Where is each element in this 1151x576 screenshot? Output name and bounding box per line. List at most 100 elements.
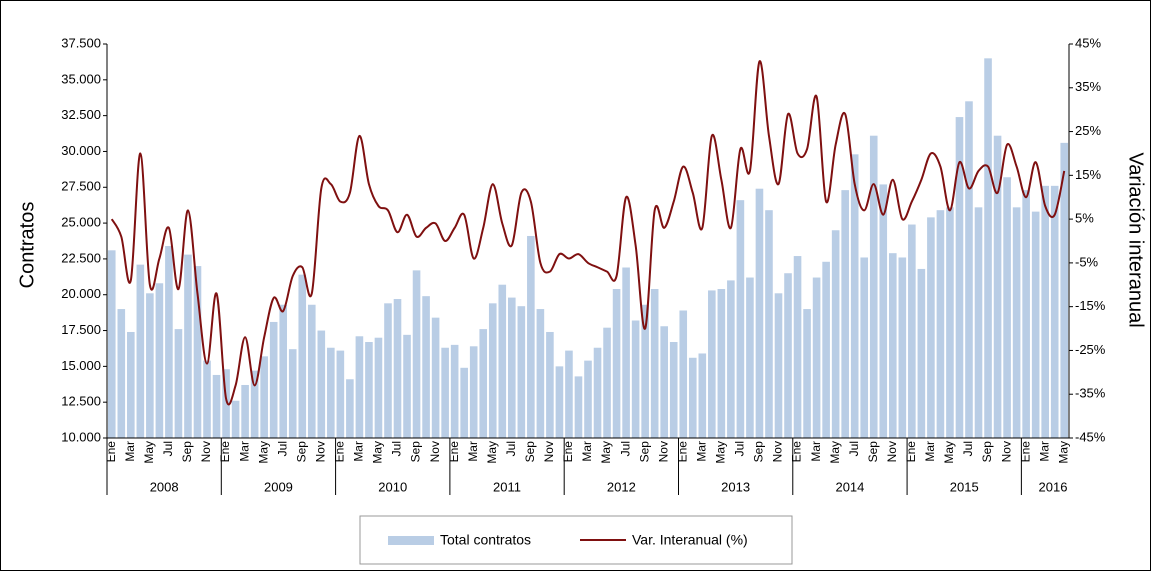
bar	[822, 261, 830, 438]
x-tick-label: Mar	[694, 441, 708, 462]
bar	[736, 200, 745, 438]
y2-tick-label: -5%	[1075, 254, 1099, 269]
x-tick-label: Mar	[352, 441, 366, 462]
x-tick-label: Nov	[428, 441, 442, 462]
x-tick-label: Nov	[771, 441, 785, 462]
y-tick-label: 35.000	[61, 71, 101, 86]
bar	[260, 356, 268, 438]
line	[110, 60, 1066, 406]
bar	[1012, 207, 1021, 438]
x-tick-label: May	[942, 441, 956, 464]
bar	[974, 207, 983, 438]
bar	[869, 135, 878, 438]
bar	[498, 284, 507, 438]
bar	[755, 188, 764, 438]
bar	[441, 347, 449, 438]
x-tick-label: Nov	[999, 441, 1013, 462]
bar	[584, 360, 592, 438]
y2-tick-label: 45%	[1075, 35, 1101, 50]
y2-tick-label: 5%	[1075, 211, 1094, 226]
x-tick-label: May	[142, 441, 156, 464]
x-tick-label: Mar	[580, 441, 594, 462]
legend-label: Total contratos	[440, 532, 531, 548]
bar	[403, 334, 411, 438]
bar	[117, 309, 126, 438]
bar	[965, 101, 973, 439]
bar	[269, 321, 278, 438]
y-tick-label: 37.500	[61, 35, 101, 50]
bar	[136, 264, 145, 438]
x-tick-label: May	[714, 441, 728, 464]
x-group-label: 2014	[835, 479, 864, 494]
bar	[641, 304, 649, 438]
bar	[527, 235, 535, 438]
bar	[917, 268, 926, 438]
x-tick-label: Mar	[237, 441, 251, 462]
bar	[327, 347, 335, 438]
y-tick-label: 10.000	[61, 429, 101, 444]
bar	[727, 280, 735, 438]
bar	[317, 330, 326, 438]
bar	[831, 230, 840, 438]
x-tick-label: Ene	[333, 441, 347, 463]
bar	[650, 288, 659, 438]
x-tick-label: Ene	[675, 441, 689, 463]
bar	[365, 342, 373, 438]
x-group-label: 2008	[150, 479, 179, 494]
bar	[908, 224, 916, 438]
x-tick-label: Jul	[275, 441, 289, 456]
x-tick-label: May	[371, 441, 385, 464]
y2-tick-label: -25%	[1075, 342, 1106, 357]
x-tick-label: Mar	[809, 441, 823, 462]
x-tick-label: May	[599, 441, 613, 464]
y2-tick-label: -45%	[1075, 429, 1106, 444]
bar	[688, 357, 697, 438]
bar	[460, 367, 468, 438]
x-tick-label: May	[1056, 441, 1070, 464]
bar	[1003, 177, 1011, 438]
x-tick-label: Ene	[790, 441, 804, 463]
bar	[479, 329, 488, 438]
bar	[774, 293, 783, 438]
bar	[946, 207, 954, 438]
bar	[298, 274, 307, 438]
x-group-label: 2016	[1039, 479, 1068, 494]
bar	[107, 250, 116, 438]
bar	[346, 379, 354, 438]
x-group-label: 2013	[721, 479, 750, 494]
x-tick-label: Ene	[904, 441, 918, 463]
bar	[879, 184, 888, 438]
bar	[679, 310, 688, 438]
bar	[860, 257, 869, 438]
y-tick-label: 25.000	[61, 215, 101, 230]
bar	[412, 270, 421, 438]
x-tick-label: May	[256, 441, 270, 464]
y2-tick-label: 35%	[1075, 79, 1101, 94]
x-tick-label: Ene	[218, 441, 232, 463]
y-tick-label: 32.500	[61, 107, 101, 122]
bar	[1060, 142, 1069, 438]
bar	[165, 246, 173, 438]
x-tick-label: May	[828, 441, 842, 464]
bar	[288, 349, 297, 438]
x-tick-label: Jul	[390, 441, 404, 456]
bar	[793, 256, 802, 438]
bar	[936, 210, 945, 438]
bar	[184, 254, 192, 438]
bar	[422, 296, 430, 438]
x-tick-label: Sep	[409, 441, 423, 463]
legend-swatch	[388, 536, 434, 545]
x-tick-label: Nov	[656, 441, 670, 462]
bar	[250, 370, 259, 438]
bar	[698, 353, 707, 438]
bar	[593, 347, 602, 438]
bar	[431, 317, 440, 438]
bar	[927, 217, 935, 438]
bar	[555, 366, 564, 438]
bar	[1041, 185, 1049, 438]
x-tick-label: Ene	[561, 441, 575, 463]
x-tick-label: Jul	[618, 441, 632, 456]
bar	[155, 283, 164, 438]
bar	[517, 306, 526, 438]
